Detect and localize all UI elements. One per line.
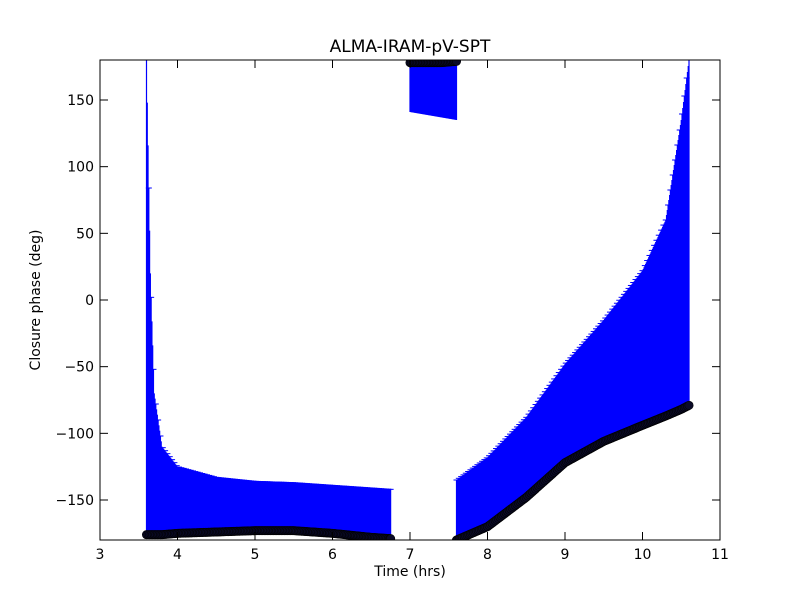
- x-tick-label-6: 9: [561, 547, 570, 563]
- y-tick-label-3: 0: [85, 293, 94, 309]
- x-tick-label-1: 4: [173, 547, 182, 563]
- x-axis-label: Time (hrs): [373, 564, 446, 580]
- chart-title: ALMA-IRAM-pV-SPT: [330, 37, 491, 57]
- y-tick-label-1: −100: [56, 426, 94, 442]
- x-tick-label-8: 11: [711, 547, 729, 563]
- x-tick-label-2: 5: [251, 547, 260, 563]
- x-tick-label-4: 7: [406, 547, 415, 563]
- series-2: [452, 60, 694, 540]
- y-axis-label: Closure phase (deg): [28, 230, 44, 371]
- data-point-0-315: [386, 534, 396, 540]
- y-tick-label-0: −150: [56, 493, 94, 509]
- plot-area: [142, 60, 694, 540]
- data-point-2-300: [684, 400, 694, 410]
- series-0: [142, 60, 396, 540]
- y-tick-label-2: −50: [64, 360, 94, 376]
- x-tick-label-7: 10: [634, 547, 652, 563]
- x-tick-label-0: 3: [96, 547, 105, 563]
- axis-ticks: 3 4 5 6 7 8 9 10 11 −150 −100 −50 0 50 100 150: [56, 60, 729, 563]
- data-point-1-60: [452, 60, 461, 66]
- y-tick-label-6: 150: [67, 93, 94, 109]
- y-tick-label-4: 50: [76, 226, 94, 242]
- y-tick-label-5: 100: [67, 160, 94, 176]
- x-tick-label-3: 6: [328, 547, 337, 563]
- x-tick-label-5: 8: [483, 547, 492, 563]
- series-1: [405, 60, 461, 120]
